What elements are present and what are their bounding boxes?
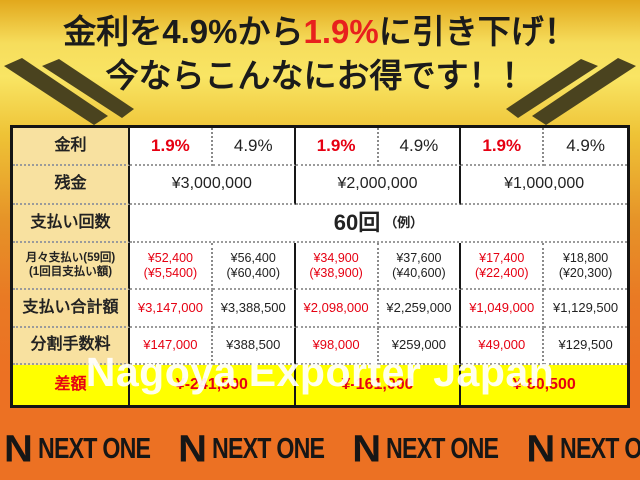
rate-old-g1: 4.9% [212,128,296,166]
fee-old-g2: ¥259,000 [378,328,462,365]
headline: 金利を4.9%から1.9%に引き下げ！ 今ならこんなにお得です！！ [0,10,640,97]
rate-new-g3: 1.9% [461,128,545,166]
headline-line1-pre: 金利を4.9%から [63,13,304,50]
rate-old-g3: 4.9% [544,128,627,166]
payments-count-cell: 60回 （例） [130,205,627,243]
difference-g3: ¥-80,500 [461,365,627,405]
headline-rate-highlight: 1.9% [303,13,379,50]
nextone-logo: N NEXT ONE [526,429,640,469]
balance-g1: ¥3,000,000 [130,166,296,205]
payments-note: （例） [384,214,424,230]
nextone-logo: N NEXT ONE [4,429,178,469]
monthly-old-g1: ¥56,400 (¥60,400) [212,243,296,290]
row-header-difference: 差額 [13,365,130,405]
brand-footer: N NEXT ONE N NEXT ONE N NEXT ONE N NEXT … [0,425,640,473]
total-old-g3: ¥1,129,500 [544,290,627,328]
total-old-g1: ¥3,388,500 [212,290,296,328]
monthly-old-g3-first: (¥20,300) [558,265,613,280]
row-header-monthly-line1: 月々支払い(59回) [25,252,116,265]
nextone-logo: N NEXT ONE [352,429,526,469]
monthly-old-g2-first: (¥40,600) [392,265,446,280]
fee-old-g3: ¥129,500 [544,328,627,365]
monthly-new-g1: ¥52,400 (¥5,5400) [130,243,213,290]
monthly-new-g2-first: (¥38,900) [309,265,363,280]
balance-g2: ¥2,000,000 [295,166,462,205]
monthly-new-g2: ¥34,900 (¥38,900) [295,243,379,290]
total-new-g2: ¥2,098,000 [295,290,379,328]
nextone-n-icon: N [526,428,556,470]
monthly-new-g3-first: (¥22,400) [474,265,529,280]
monthly-old-g1-main: ¥56,400 [230,251,276,266]
monthly-old-g2: ¥37,600 (¥40,600) [378,243,462,290]
row-header-monthly-line2: (1回目支払い額) [28,265,113,278]
nextone-n-icon: N [178,428,208,470]
monthly-new-g1-first: (¥5,5400) [143,265,198,280]
emphasis-slash-right-icon [506,58,636,125]
nextone-n-icon: N [352,428,382,470]
nextone-logo-text: NEXT ONE [37,432,151,465]
row-header-fee: 分割手数料 [13,328,130,365]
nextone-logo-text: NEXT ONE [386,432,499,465]
nextone-logo: N NEXT ONE [178,429,352,469]
row-header-rate: 金利 [13,128,130,166]
monthly-new-g2-main: ¥34,900 [313,251,359,266]
balance-g3: ¥1,000,000 [461,166,627,205]
difference-g2: ¥-161,000 [295,365,462,405]
rate-old-g2: 4.9% [378,128,462,166]
monthly-old-g1-first: (¥60,400) [226,265,280,280]
difference-g1: ¥-241,500 [130,365,296,405]
monthly-old-g3-main: ¥18,800 [562,251,609,266]
headline-line1: 金利を4.9%から1.9%に引き下げ！ [0,10,640,54]
fee-new-g2: ¥98,000 [295,328,379,365]
monthly-old-g2-main: ¥37,600 [396,251,442,266]
monthly-new-g3-main: ¥17,400 [479,251,525,266]
rate-new-g1: 1.9% [130,128,213,166]
nextone-logo-text: NEXT ONE [212,432,325,465]
row-header-monthly: 月々支払い(59回) (1回目支払い額) [13,243,130,290]
nextone-n-icon: N [4,428,33,470]
rate-comparison-table: 金利 1.9% 4.9% 1.9% 4.9% 1.9% 4.9% 残金 ¥3,0… [10,125,630,408]
headline-line1-post: に引き下げ！ [378,13,577,50]
payments-count: 60回 [333,210,381,236]
fee-new-g1: ¥147,000 [130,328,213,365]
monthly-old-g3: ¥18,800 (¥20,300) [544,243,627,290]
row-header-balance: 残金 [13,166,130,205]
emphasis-slash-left-icon [4,58,134,125]
headline-line2: 今ならこんなにお得です！！ [105,56,535,94]
fee-new-g3: ¥49,000 [461,328,545,365]
total-new-g1: ¥3,147,000 [130,290,213,328]
row-header-payments: 支払い回数 [13,205,130,243]
fee-old-g1: ¥388,500 [212,328,296,365]
total-new-g3: ¥1,049,000 [461,290,545,328]
row-header-total: 支払い合計額 [13,290,130,328]
rate-new-g2: 1.9% [295,128,379,166]
monthly-new-g1-main: ¥52,400 [147,251,193,266]
nextone-logo-text: NEXT ONE [560,432,640,465]
monthly-new-g3: ¥17,400 (¥22,400) [461,243,545,290]
total-old-g2: ¥2,259,000 [378,290,462,328]
